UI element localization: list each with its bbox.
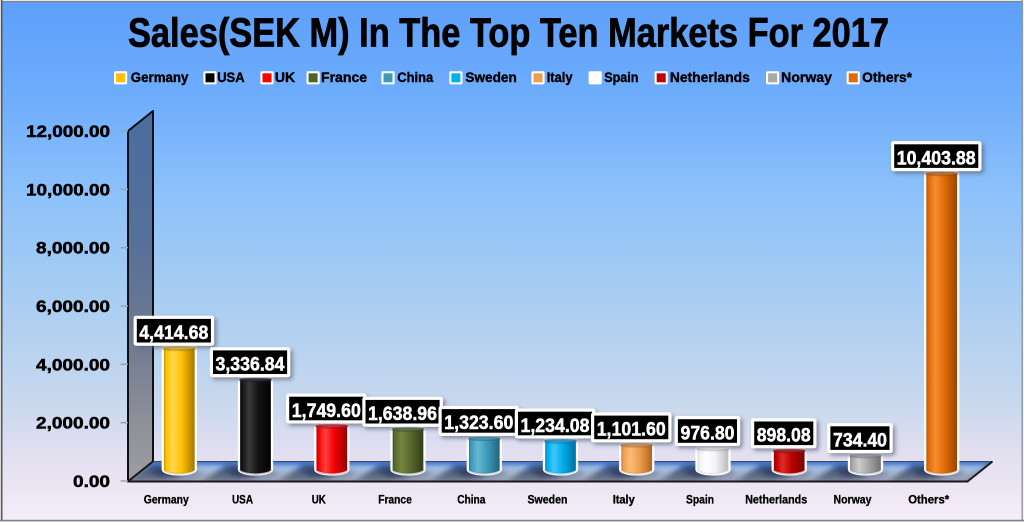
svg-text:898.08: 898.08	[757, 425, 811, 447]
svg-text:China: China	[457, 493, 485, 507]
svg-text:USA: USA	[232, 493, 253, 507]
svg-text:8,000.00: 8,000.00	[36, 240, 110, 258]
svg-text:USA: USA	[217, 70, 245, 85]
svg-text:6,000.00: 6,000.00	[36, 298, 110, 316]
svg-text:France: France	[378, 493, 412, 507]
svg-text:1,638.96: 1,638.96	[368, 403, 437, 425]
svg-text:UK: UK	[312, 493, 326, 507]
svg-text:12,000.00: 12,000.00	[26, 123, 110, 141]
svg-text:Spain: Spain	[604, 70, 638, 85]
svg-text:Germany: Germany	[144, 493, 189, 507]
svg-text:4,000.00: 4,000.00	[36, 356, 110, 374]
svg-text:Germany: Germany	[131, 70, 189, 85]
svg-text:China: China	[397, 70, 433, 85]
svg-text:Netherlands: Netherlands	[745, 493, 807, 507]
svg-text:1,101.60: 1,101.60	[597, 419, 666, 441]
svg-text:UK: UK	[275, 70, 295, 85]
svg-text:734.40: 734.40	[833, 429, 887, 451]
svg-text:Others*: Others*	[862, 70, 913, 85]
svg-text:Italy: Italy	[613, 493, 635, 507]
svg-text:Sweden: Sweden	[528, 493, 568, 507]
svg-text:Spain: Spain	[686, 493, 714, 507]
svg-text:Norway: Norway	[781, 70, 832, 85]
svg-text:4,414.68: 4,414.68	[139, 322, 208, 344]
svg-text:3,336.84: 3,336.84	[216, 354, 285, 376]
svg-text:Sweden: Sweden	[465, 70, 516, 85]
svg-text:Netherlands: Netherlands	[670, 70, 750, 85]
svg-text:1,323.60: 1,323.60	[444, 412, 513, 434]
svg-text:2,000.00: 2,000.00	[36, 415, 110, 433]
svg-text:Sales(SEK M) In The Top Ten Ma: Sales(SEK M) In The Top Ten Markets For …	[128, 10, 889, 56]
svg-text:Italy: Italy	[547, 70, 573, 85]
svg-text:10,000.00: 10,000.00	[26, 181, 110, 199]
svg-text:10,403.88: 10,403.88	[897, 147, 976, 169]
svg-text:Norway: Norway	[834, 493, 872, 507]
svg-text:976.80: 976.80	[681, 422, 735, 444]
svg-text:France: France	[321, 70, 368, 85]
svg-text:Others*: Others*	[908, 493, 949, 507]
svg-text:0.00: 0.00	[73, 473, 110, 491]
svg-text:1,749.60: 1,749.60	[292, 400, 361, 422]
svg-text:1,234.08: 1,234.08	[521, 415, 590, 437]
